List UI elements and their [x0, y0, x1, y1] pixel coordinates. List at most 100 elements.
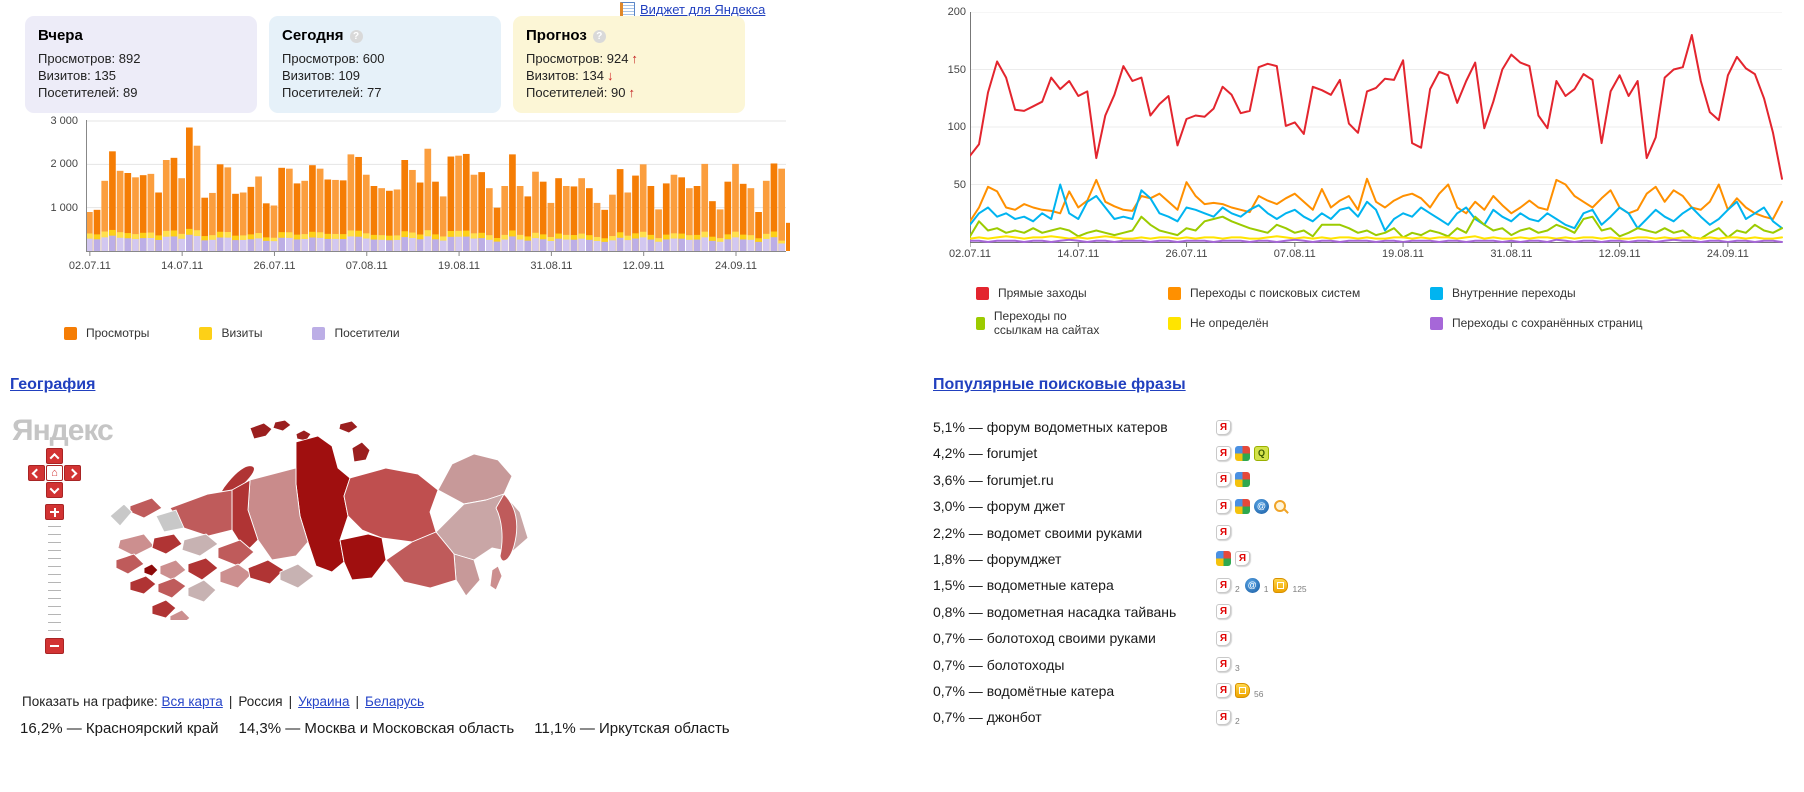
help-icon[interactable]: ? — [592, 30, 606, 43]
phrase-text: 3,6% — forumjet.ru — [933, 471, 1054, 488]
pan-right-button[interactable] — [64, 465, 81, 481]
x-axis-label: 31.08.11 — [1490, 248, 1533, 260]
phrase-row: 0,7% — водомётные катера Я 56 — [933, 682, 1493, 700]
line-series — [970, 34, 1783, 180]
pan-up-button[interactable] — [46, 448, 63, 464]
summary-card-forecast: Прогноз? Просмотров: 924 ↑ Визитов: 134 ↓ Пос… — [513, 16, 745, 113]
pages-icon[interactable] — [1235, 683, 1250, 699]
legend-color-swatch — [976, 316, 985, 330]
y-axis-label: 2 000 — [50, 158, 78, 171]
x-axis-label: 02.07.11 — [948, 248, 991, 260]
show-on-chart-label: Показать на графике: — [22, 694, 158, 709]
phrase-row: 0,7% — болотоходы Я 3 — [933, 656, 1493, 674]
line-series — [970, 183, 1783, 232]
pages-icon[interactable] — [1273, 577, 1289, 593]
map-region-zabaikal — [385, 531, 457, 589]
legend-item: Визиты — [199, 326, 262, 340]
y-axis-label: 50 — [953, 178, 966, 191]
x-axis-label: 19.08.11 — [438, 260, 481, 272]
map-region-white-sea — [155, 509, 185, 533]
document-icon — [620, 2, 635, 17]
google-icon[interactable] — [1235, 498, 1250, 514]
y-axis-label: 1 000 — [50, 201, 78, 214]
line-chart-legend: Прямые заходы Переходы с поисковых систем… — [976, 286, 1693, 337]
mailru-icon[interactable]: @ — [1254, 498, 1269, 514]
legend-color-swatch — [199, 326, 213, 340]
zoom-in-button[interactable] — [45, 504, 64, 520]
mailru-icon[interactable]: @ — [1244, 577, 1260, 593]
yandex-icon[interactable]: Я — [1216, 419, 1231, 435]
yandex-icon[interactable]: Я — [1216, 472, 1231, 488]
engine-icons: Я 56 — [1216, 682, 1268, 699]
engine-icons: Я @ — [1216, 498, 1292, 514]
legend-item: Прямые заходы — [976, 286, 1118, 300]
phrase-row: 1,8% — форумджет Я — [933, 550, 1493, 568]
up-arrow-icon: ↑ — [631, 51, 638, 66]
yandex-widget-link[interactable]: Виджет для Яндекса — [640, 2, 766, 17]
card-stat-row: Визитов: 135 — [38, 68, 117, 83]
yandex-icon[interactable]: Я — [1216, 577, 1231, 593]
zoom-slider[interactable] — [48, 526, 61, 634]
map-scope-link[interactable]: Украина — [298, 694, 350, 709]
yandex-icon[interactable]: Я — [1216, 604, 1231, 620]
yandex-icon[interactable]: Я — [1216, 630, 1231, 646]
legend-item: Переходы по ссылкам на сайтах — [976, 309, 1118, 337]
google-icon[interactable] — [1216, 551, 1231, 567]
x-axis-label: 12.09.11 — [1598, 248, 1641, 260]
mag-icon[interactable] — [1273, 499, 1288, 514]
google-icon[interactable] — [1235, 472, 1250, 488]
pan-left-button[interactable] — [28, 465, 45, 481]
phrase-row: 5,1% — форум водометных катеров Я — [933, 418, 1493, 436]
zoom-out-button[interactable] — [45, 638, 64, 654]
engine-icons: Я — [1216, 525, 1235, 541]
x-axis-label: 19.08.11 — [1382, 248, 1425, 260]
summary-card-today: Сегодня? Просмотров: 600 Визитов: 109 Посет… — [269, 16, 501, 113]
x-axis-label: 26.07.11 — [253, 260, 296, 272]
card-title: Сегодня? — [282, 27, 488, 44]
yandex-icon[interactable]: Я — [1216, 657, 1231, 673]
separator: | — [355, 694, 360, 709]
engine-icons: Я — [1216, 630, 1235, 646]
yandex-icon[interactable]: Я — [1235, 551, 1250, 567]
phrase-row: 0,7% — болотоход своими руками Я — [933, 629, 1493, 647]
map-home-button[interactable] — [46, 465, 63, 481]
legend-label: Переходы с поисковых систем — [1190, 286, 1361, 300]
line-series — [970, 215, 1783, 240]
line-series — [970, 235, 1783, 240]
engine-result-count: 3 — [1235, 663, 1240, 674]
y-axis-label: 3 000 — [50, 115, 78, 127]
russia-map[interactable] — [100, 420, 540, 620]
yandex-icon[interactable]: Я — [1216, 498, 1231, 514]
help-icon[interactable]: ? — [349, 30, 363, 43]
qip-icon[interactable]: Q — [1254, 445, 1269, 461]
legend-label: Внутренние переходы — [1452, 286, 1576, 300]
legend-item: Посетители — [312, 326, 400, 340]
map-scope-link[interactable]: Беларусь — [365, 694, 425, 709]
pan-down-button[interactable] — [46, 482, 63, 498]
traffic-sources-line-chart: 200 150 100 50 02.07.11 14.07.11 26.07.11 07.08… — [942, 0, 1802, 340]
map-region-moscow — [143, 563, 159, 577]
map-scope-link[interactable]: Вся карта — [161, 694, 223, 709]
yandex-icon[interactable]: Я — [1216, 709, 1231, 725]
legend-item: Переходы с сохранённых страниц — [1430, 309, 1643, 337]
geography-heading[interactable]: География — [10, 376, 96, 393]
y-axis-label: 150 — [947, 63, 966, 76]
card-stat-row: Визитов: 134 ↓ — [526, 68, 614, 83]
engine-icons: Я — [1216, 472, 1254, 488]
separator: | — [288, 694, 293, 709]
legend-color-swatch — [1430, 286, 1443, 300]
yandex-icon[interactable]: Я — [1216, 525, 1231, 541]
x-axis-label: 07.08.11 — [345, 260, 388, 272]
engine-result-count: 56 — [1254, 689, 1264, 700]
yandex-icon[interactable]: Я — [1216, 683, 1231, 699]
phrase-row: 1,5% — водометные катера Я 2 @1 125 — [933, 576, 1493, 594]
search-phrases-heading[interactable]: Популярные поисковые фразы — [933, 376, 1186, 393]
x-axis-label: 02.07.11 — [68, 260, 111, 272]
legend-color-swatch — [64, 326, 77, 340]
legend-color-swatch — [1168, 316, 1181, 330]
yandex-icon[interactable]: Я — [1216, 445, 1231, 461]
legend-item: Не определён — [1168, 309, 1380, 337]
google-icon[interactable] — [1235, 445, 1250, 461]
